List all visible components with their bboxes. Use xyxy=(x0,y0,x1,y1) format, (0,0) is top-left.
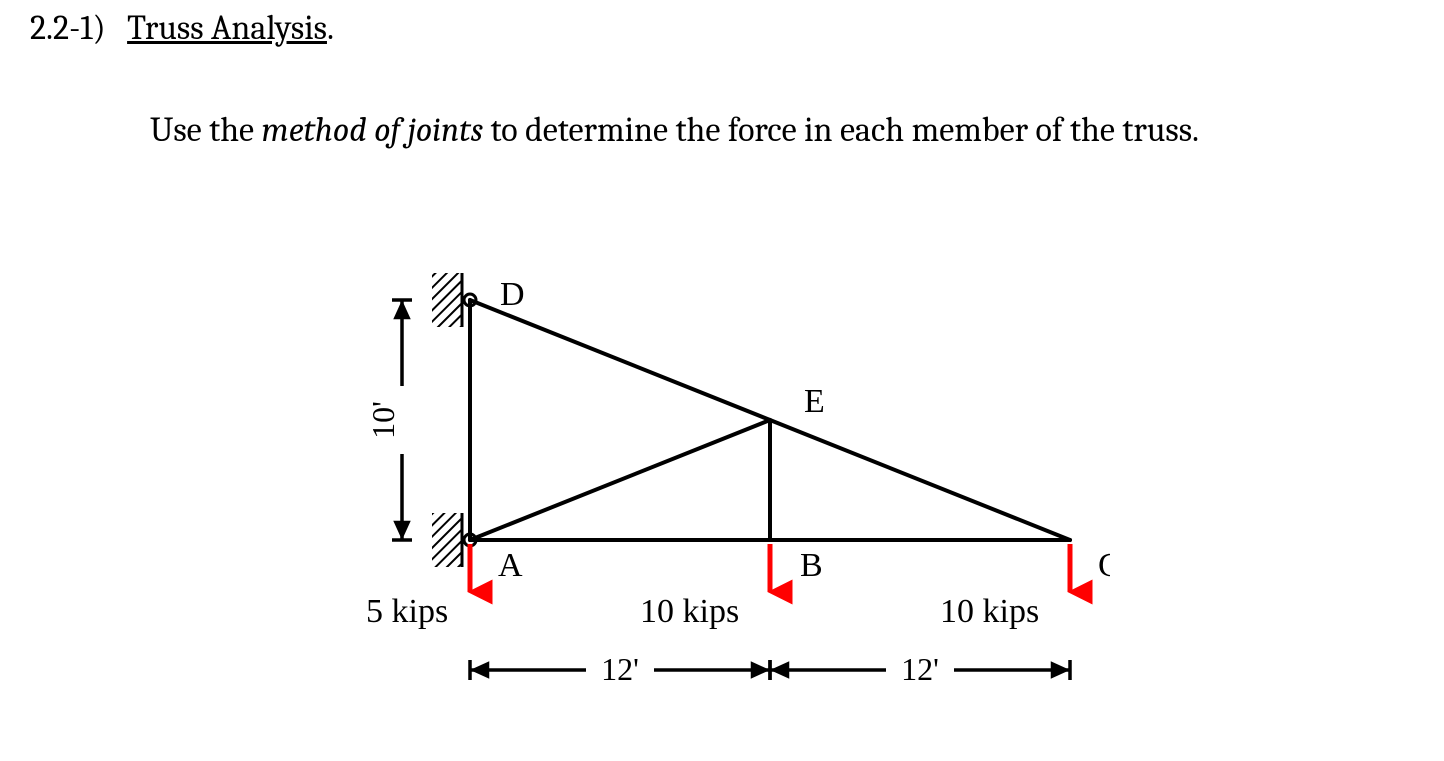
svg-text:12': 12' xyxy=(901,651,939,687)
method-name: method of joints xyxy=(262,110,484,150)
svg-text:10 kips: 10 kips xyxy=(640,593,739,630)
svg-text:10': 10' xyxy=(365,401,401,439)
svg-text:5 kips: 5 kips xyxy=(366,593,448,630)
svg-text:E: E xyxy=(804,383,825,420)
svg-text:A: A xyxy=(498,547,523,584)
svg-text:D: D xyxy=(500,276,525,313)
truss-svg: A B C D E 5 kips 10 kips 10 kips 10' 12' 12' xyxy=(330,230,1110,750)
problem-body: Use the method of joints to determine th… xyxy=(150,110,1199,150)
svg-text:B: B xyxy=(800,547,823,584)
problem-title: Truss Analysis xyxy=(127,8,327,48)
problem-number: 2.2-1) xyxy=(30,8,106,48)
svg-text:10 kips: 10 kips xyxy=(940,593,1039,630)
page: 2.2-1) Truss Analysis. Use the method of… xyxy=(0,0,1444,761)
svg-text:C: C xyxy=(1098,547,1110,584)
svg-text:12': 12' xyxy=(601,651,639,687)
truss-diagram: A B C D E 5 kips 10 kips 10 kips 10' 12' 12' xyxy=(330,230,1110,754)
problem-heading: 2.2-1) Truss Analysis. xyxy=(30,8,334,48)
